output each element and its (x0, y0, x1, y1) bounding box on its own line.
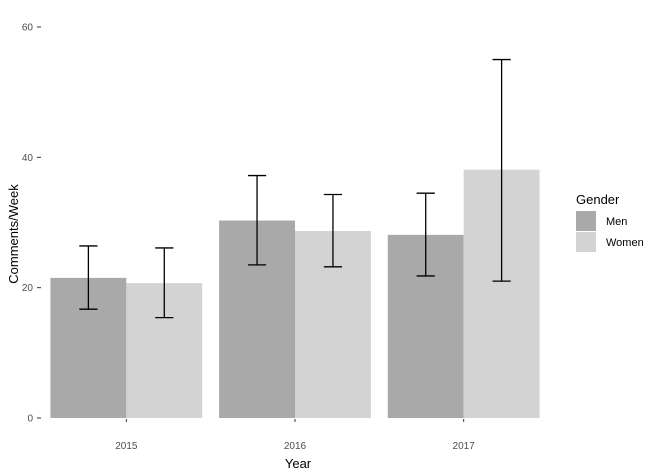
x-axis-title: Year (285, 456, 312, 471)
x-tick-label-2017: 2017 (453, 441, 476, 452)
error-bar-women-2016 (323, 193, 343, 268)
error-bar-men-2015 (79, 245, 98, 310)
legend-label-men: Men (606, 216, 627, 228)
axes: 2015 2016 2017 0 20 40 60 (22, 23, 475, 453)
y-tick-label-20: 20 (22, 283, 34, 294)
bars (50, 169, 540, 418)
error-bars (79, 58, 511, 319)
legend-key-men (576, 211, 596, 231)
legend-items: Men Women (576, 211, 644, 252)
legend-label-women: Women (606, 237, 644, 249)
error-bar-men-2017 (416, 192, 435, 277)
error-bar-men-2016 (247, 174, 267, 266)
error-bar-women-2017 (492, 58, 511, 282)
x-tick-label-2015: 2015 (115, 441, 138, 452)
error-bar-women-2015 (155, 247, 174, 319)
x-tick-label-2016: 2016 (284, 441, 307, 452)
legend-key-women (576, 232, 596, 252)
y-tick-label-40: 40 (22, 153, 34, 164)
legend-title: Gender (576, 192, 620, 207)
y-axis-title: Comments/Week (6, 184, 21, 284)
legend: Gender Men Women (576, 192, 644, 252)
y-tick-label-60: 60 (22, 23, 34, 34)
y-tick-label-0: 0 (27, 414, 33, 425)
